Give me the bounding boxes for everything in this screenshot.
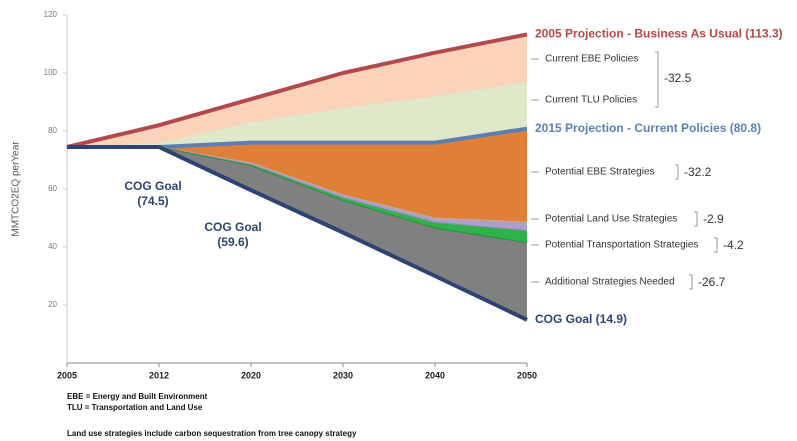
footnote: Land use strategies include carbon seque… [67,429,357,438]
band [159,146,527,243]
x-tick-label: 2030 [333,370,353,380]
strategy-total: -4.2 [723,238,744,252]
x-tick-label: 2040 [425,370,445,380]
strategy-total: -26.7 [698,275,726,289]
y-tick-label: 40 [48,242,57,251]
bracket [655,51,659,108]
y-tick-label: 120 [44,10,58,19]
bracket [714,237,718,253]
bracket [694,211,698,227]
series-line [67,144,528,322]
x-tick-label: 2020 [241,370,261,380]
series-line [66,81,528,148]
strategy-total: -2.9 [703,212,724,226]
y-tick-label: 20 [48,300,57,309]
band [159,146,527,231]
series-line [66,32,528,149]
strategy-total: -32.5 [664,71,692,85]
goal-label: COG Goal [124,179,181,193]
strategy-total: -32.2 [684,165,712,179]
y-tick-label: 100 [44,68,58,77]
strategy-label: Potential EBE Strategies [545,167,655,178]
goal-label: (59.6) [217,235,248,249]
series-label: 2015 Projection - Current Policies (80.8… [535,121,761,135]
footnote: EBE = Energy and Built Environment [67,392,208,401]
x-tick-label: 2050 [517,370,537,380]
series-label: COG Goal (14.9) [535,312,627,326]
strategy-label: Additional Strategies Needed [545,277,675,288]
series-line [158,146,528,223]
series-line [158,146,528,231]
y-axis-label: MMTCO2EQ perYear [11,141,22,237]
x-tick-label: 2012 [149,370,169,380]
goal-label: COG Goal [204,220,261,234]
band [159,128,527,223]
bracket [689,274,693,290]
goal-label: (74.5) [137,194,168,208]
strategy-label: Potential Land Use Strategies [545,214,677,225]
series-label: 2005 Projection - Business As Usual (113… [535,27,783,41]
band [67,81,527,147]
strategy-label: Current EBE Policies [545,54,638,65]
strategy-label: Potential Transportation Strategies [545,240,698,251]
series-line [158,146,528,244]
bracket [675,164,679,180]
y-tick-label: 80 [48,126,57,135]
strategy-label: Current TLU Policies [545,95,637,106]
y-tick-label: 60 [48,184,57,193]
footnote: TLU = Transportation and Land Use [67,403,203,412]
x-tick-label: 2005 [57,370,77,380]
